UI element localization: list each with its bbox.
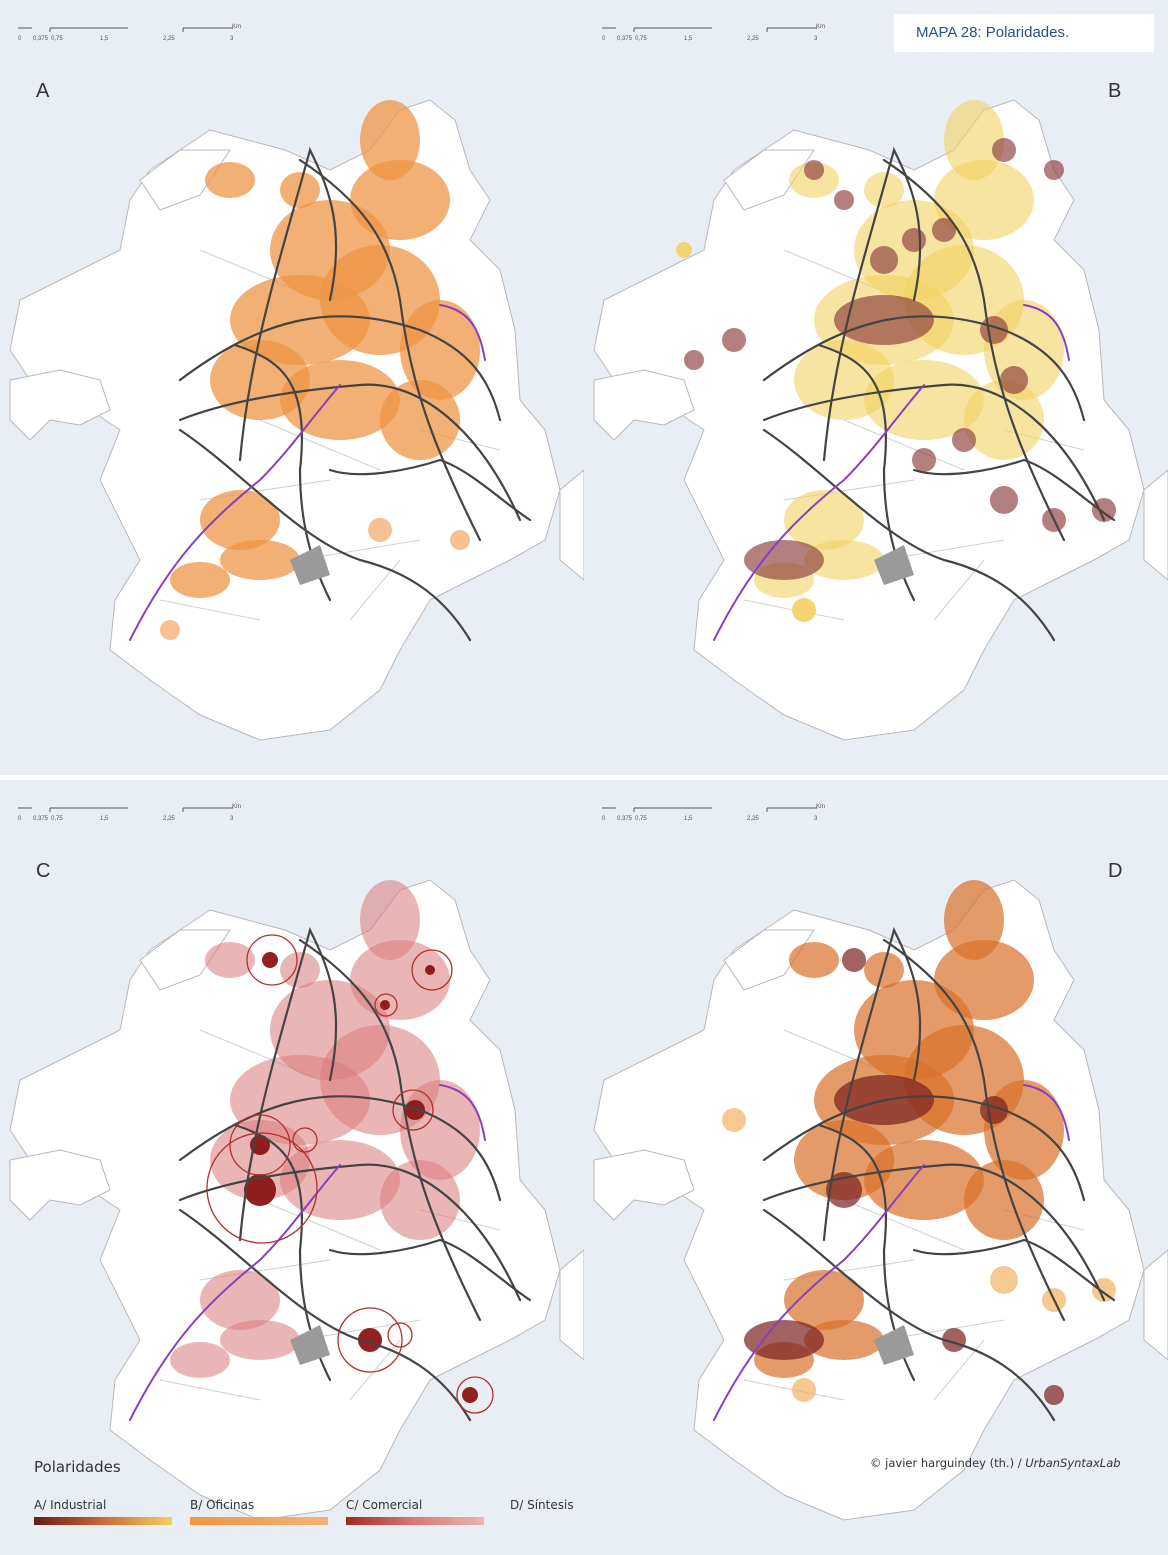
legend-label-oficinas: B/ Oficinas: [190, 1498, 255, 1512]
scale-bar-b: 0 0,375 0,75 1,5 2,25 3 Km: [602, 24, 825, 42]
legend-ramp-comercial: [346, 1517, 484, 1525]
panel-letter-b: B: [1108, 80, 1122, 102]
map-panel-c: C 0 0,375 0,75 1,5 2,25 3 Km: [0, 780, 584, 1555]
scale-bar-a: 0 0,375 0,75 1,5 2,25 3 Km: [18, 24, 241, 42]
legend-label-industrial: A/ Industrial: [34, 1498, 107, 1512]
legend: Polaridades A/ Industrial B/ Oficinas C/…: [0, 1440, 600, 1551]
map-c-canvas: [9, 879, 584, 1521]
legend-label-sintesis: D/ Síntesis: [510, 1498, 574, 1512]
credit-lab: UrbanSyntaxLab: [1025, 1456, 1121, 1470]
map-panel-d: D 0 0,375 0,75 1,5 2,25 3 Km: [584, 780, 1168, 1555]
credit-author: © javier harguindey (th.) /: [870, 1456, 1026, 1470]
map-title: MAPA 28: Polaridades.: [894, 14, 1154, 52]
scale-bar-d: 0 0,375 0,75 1,5 2,25 3 Km: [602, 804, 825, 822]
panel-letter-c: C: [36, 860, 51, 882]
legend-title: Polaridades: [34, 1458, 121, 1476]
map-panel-a: A 0 0,375 0,75 1,5 2,25 3 Km: [0, 0, 584, 775]
map-b-canvas: [593, 99, 1168, 741]
scale-bar-c: 0 0,375 0,75 1,5 2,25 3 Km: [18, 804, 241, 822]
map-d-canvas: [593, 879, 1168, 1521]
map-a-canvas: [9, 99, 584, 741]
credit: © javier harguindey (th.) / UrbanSyntaxL…: [870, 1456, 1121, 1470]
legend-label-comercial: C/ Comercial: [346, 1498, 423, 1512]
legend-ramp-industrial: [34, 1517, 172, 1525]
map-panel-b: B 0 0,375 0,75 1,5 2,25 3 Km: [584, 0, 1168, 775]
panel-letter-a: A: [36, 80, 50, 102]
panel-letter-d: D: [1108, 860, 1123, 882]
legend-ramp-oficinas: [190, 1517, 328, 1525]
